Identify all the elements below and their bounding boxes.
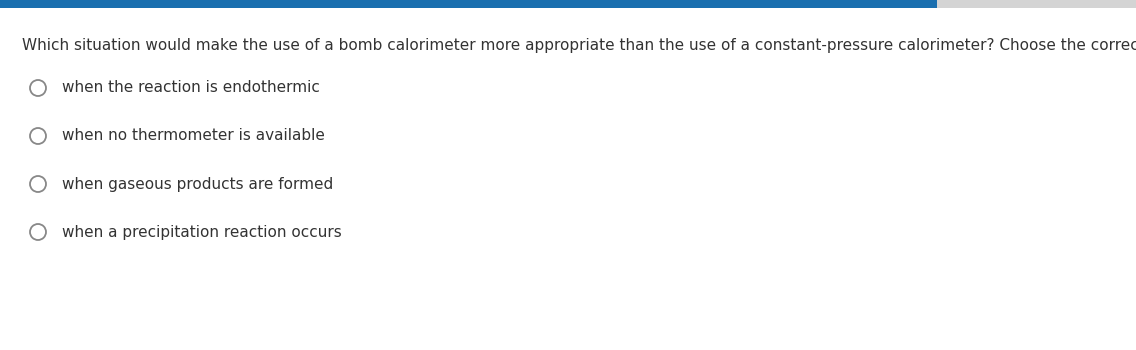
FancyBboxPatch shape xyxy=(937,0,1136,8)
Text: when a precipitation reaction occurs: when a precipitation reaction occurs xyxy=(62,224,342,239)
Text: when the reaction is endothermic: when the reaction is endothermic xyxy=(62,80,320,96)
Text: when gaseous products are formed: when gaseous products are formed xyxy=(62,176,333,191)
Text: when no thermometer is available: when no thermometer is available xyxy=(62,128,325,143)
Text: Which situation would make the use of a bomb calorimeter more appropriate than t: Which situation would make the use of a … xyxy=(22,38,1136,53)
FancyBboxPatch shape xyxy=(0,0,937,8)
